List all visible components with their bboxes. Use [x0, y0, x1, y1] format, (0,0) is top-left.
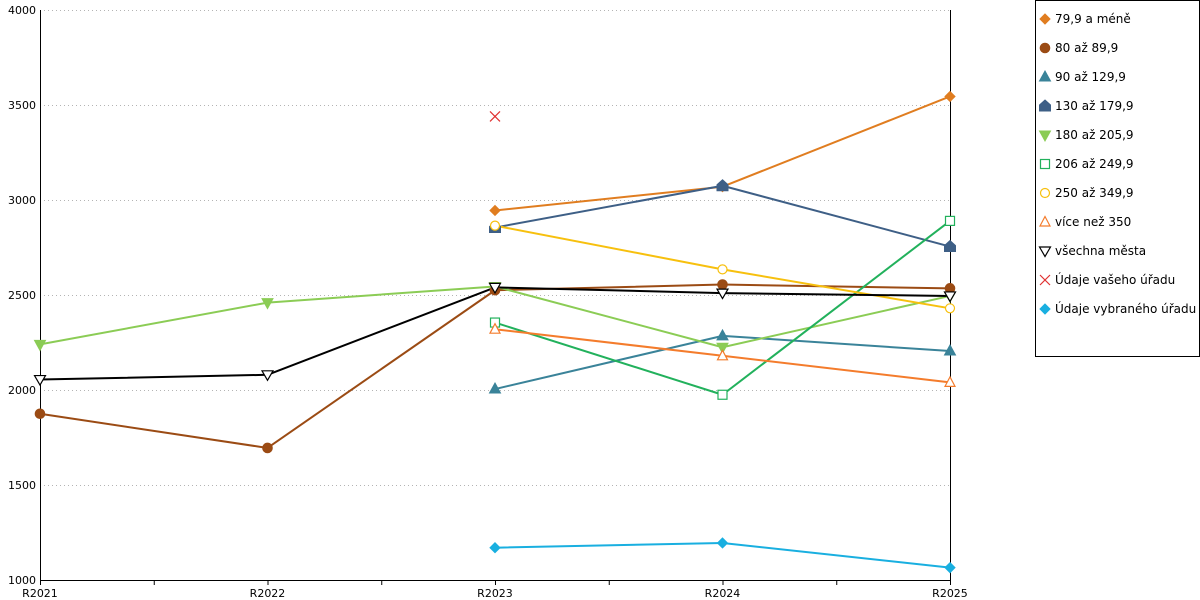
y-tick-label: 2500 [8, 289, 36, 302]
legend-marker [1039, 13, 1051, 25]
legend-label: 250 až 349,9 [1055, 186, 1134, 200]
legend-marker [1039, 215, 1051, 227]
legend-item: 206 až 249,9 [1039, 157, 1134, 171]
y-tick-label: 3500 [8, 99, 36, 112]
series-0 [494, 95, 951, 212]
data-point [262, 442, 273, 454]
data-point [489, 110, 501, 122]
legend-label: více než 350 [1055, 215, 1131, 229]
data-point [944, 239, 956, 253]
legend: 79,9 a méně 80 až 89,9 90 až 129,9 130 až 1… [1035, 0, 1200, 357]
legend-label: 206 až 249,9 [1055, 157, 1134, 171]
x-tick-label: R2021 [22, 587, 58, 600]
legend-item: 79,9 a méně [1039, 12, 1131, 26]
legend-item: Údaje vašeho úřadu [1039, 272, 1175, 287]
data-point [489, 204, 501, 217]
legend-marker [1039, 274, 1051, 286]
legend-label: 90 až 129,9 [1055, 70, 1126, 84]
legend-marker [1038, 130, 1052, 143]
legend-item: 180 až 205,9 [1038, 128, 1134, 143]
data-point [261, 298, 274, 310]
legend-label: 80 až 89,9 [1055, 41, 1118, 55]
series-line [494, 95, 951, 212]
legend-marker [1039, 187, 1051, 199]
data-point [33, 374, 47, 387]
legend-label: 130 až 179,9 [1055, 99, 1134, 113]
series-line [494, 184, 951, 248]
legend-label: všechna města [1055, 244, 1146, 258]
legend-item: všechna města [1038, 244, 1146, 258]
legend-marker [1039, 303, 1051, 315]
data-point [717, 264, 728, 275]
series-markers-9 [489, 110, 501, 122]
y-tick-label: 4000 [8, 4, 36, 17]
legend-marker [1038, 69, 1052, 82]
axes: 1000 1500 2000 2500 3000 3500 4000 R2021 R2022 R2… [8, 4, 968, 600]
legend-label: 180 až 205,9 [1055, 128, 1134, 142]
data-point [488, 282, 502, 295]
series-line [494, 220, 951, 396]
legend-marker [1039, 158, 1051, 170]
data-point [488, 382, 502, 394]
y-tick-label: 1500 [8, 479, 36, 492]
data-point [716, 349, 729, 361]
data-point [944, 90, 956, 103]
data-point [943, 344, 957, 356]
legend-item: 90 až 129,9 [1038, 69, 1126, 84]
series-markers-5 [489, 215, 956, 400]
legend-label: Údaje vybraného úřadu [1055, 301, 1196, 316]
data-point [260, 370, 275, 382]
series-3 [494, 184, 951, 248]
data-point [944, 303, 956, 314]
gridlines [40, 10, 950, 486]
series-markers-2 [488, 328, 957, 394]
series-5 [494, 220, 951, 396]
data-point [944, 215, 956, 226]
series [33, 90, 957, 574]
data-point [715, 288, 730, 300]
data-point [943, 291, 957, 303]
data-point [33, 339, 47, 352]
data-point [716, 179, 729, 192]
legend-label: Údaje vašeho úřadu [1055, 272, 1175, 287]
legend-item: více než 350 [1039, 215, 1131, 229]
x-tick-label: R2022 [250, 587, 286, 600]
legend-box [1035, 0, 1200, 357]
y-tick-label: 2000 [8, 384, 36, 397]
series-markers-6 [489, 220, 956, 314]
series-markers-10 [489, 537, 956, 574]
legend-marker [1038, 246, 1052, 258]
data-point [944, 375, 956, 387]
data-point [944, 561, 956, 574]
legend-item: 250 až 349,9 [1039, 186, 1134, 200]
x-tick-label: R2024 [705, 587, 741, 600]
data-point [716, 537, 729, 549]
x-tick-label: R2025 [932, 587, 968, 600]
data-point [716, 328, 729, 341]
data-point [489, 220, 501, 231]
series-markers-0 [489, 90, 956, 217]
data-point [489, 541, 501, 554]
x-tick-label: R2023 [477, 587, 513, 600]
legend-item: 130 až 179,9 [1039, 99, 1134, 113]
y-tick-label: 1000 [8, 574, 36, 587]
data-point [34, 408, 46, 420]
legend-label: 79,9 a méně [1055, 12, 1131, 26]
legend-item: Údaje vybraného úřadu [1039, 301, 1196, 316]
legend-item: 80 až 89,9 [1039, 41, 1118, 55]
data-point [717, 389, 728, 400]
series-markers-7 [489, 322, 956, 387]
data-point [717, 279, 728, 290]
y-tick-label: 3000 [8, 194, 36, 207]
data-point [716, 342, 729, 355]
legend-marker [1039, 99, 1051, 112]
legend-marker [1039, 42, 1051, 54]
data-point [489, 322, 501, 334]
series-markers-8 [33, 282, 957, 387]
